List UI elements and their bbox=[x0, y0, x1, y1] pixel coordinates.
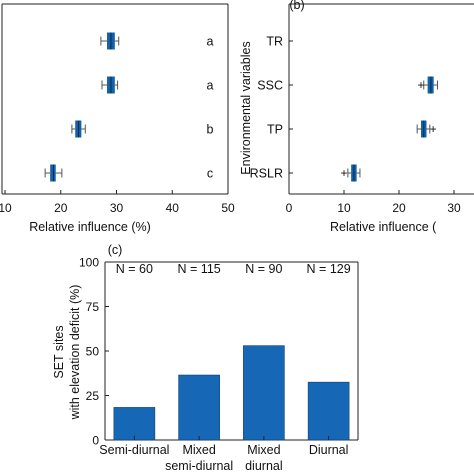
panel-b-x-tick-label-10: 10 bbox=[337, 201, 351, 215]
panel-c: (c) 0 25 50 75 100 N = 60 Semi-diurnal N = 115 Mi… bbox=[52, 243, 359, 473]
panel-c-y-tick-label-75: 75 bbox=[86, 300, 100, 314]
panel-b-label: (b) bbox=[289, 0, 304, 12]
panel-a-x-tick-label-20: 20 bbox=[54, 201, 68, 215]
panel-a-group-letter-4: c bbox=[207, 167, 213, 181]
panel-b-x-tick-label-30: 30 bbox=[447, 201, 461, 215]
panel-b-y-tick-label-2: SSC bbox=[257, 79, 283, 93]
panel-b-x-tick-label-20: 20 bbox=[392, 201, 406, 215]
panel-b-x-tick-label-0: 0 bbox=[286, 201, 293, 215]
panel-b-y-tick-label-1: TR bbox=[266, 35, 283, 49]
panel-c-y-axis-label-line1: SET sites bbox=[52, 325, 66, 378]
panel-c-count-label-2: N = 115 bbox=[178, 262, 221, 276]
panel-c-count-label-3: N = 90 bbox=[245, 262, 282, 276]
panel-a: a a b c 10 20 30 40 50 Relative influence (%) bbox=[0, 3, 235, 234]
panel-a-x-tick-label-50: 50 bbox=[221, 201, 235, 215]
panel-c-bar-4 bbox=[307, 381, 350, 441]
panel-c-y-axis-label-line2: with elevation deficit (%) bbox=[68, 285, 82, 421]
panel-c-count-label-1: N = 60 bbox=[116, 262, 153, 276]
panel-b-x-axis-label: Relative influence ( bbox=[330, 220, 437, 234]
panel-a-x-tick-label-40: 40 bbox=[166, 201, 180, 215]
panel-b-y-tick-label-4: RSLR bbox=[250, 167, 283, 181]
panel-a-group-letter-2: a bbox=[207, 79, 214, 93]
panel-c-count-label-4: N = 129 bbox=[307, 262, 351, 276]
panel-c-y-tick-label-50: 50 bbox=[86, 345, 100, 359]
panel-a-group-letter-1: a bbox=[207, 35, 214, 49]
panel-b-row-3-outlier-0: + bbox=[430, 122, 437, 136]
panel-c-x-tick-label-2-line1: Mixed bbox=[182, 443, 215, 457]
panel-c-bar-2 bbox=[178, 374, 220, 441]
panel-c-x-tick-label-1-line1: Semi-diurnal bbox=[99, 443, 169, 457]
panel-c-bar-3 bbox=[243, 345, 285, 441]
panel-a-x-tick-label-10: 10 bbox=[0, 201, 12, 215]
panel-c-y-tick-label-25: 25 bbox=[86, 389, 100, 403]
panel-b-y-tick-label-3: TP bbox=[267, 123, 283, 137]
panel-a-x-axis-label: Relative influence (%) bbox=[29, 220, 151, 234]
panel-a-row-4-box bbox=[50, 164, 56, 182]
panel-a-group-letter-3: b bbox=[207, 123, 214, 137]
panel-c-label: (c) bbox=[108, 243, 123, 257]
panel-b: (b) TR SSC + TP + RSLR +0 10 20 30 Relative influen… bbox=[239, 0, 474, 234]
panel-b-row-4-outlier-0: + bbox=[340, 166, 347, 180]
panel-a-x-tick-label-30: 30 bbox=[110, 201, 124, 215]
panel-c-x-tick-label-4-line1: Diurnal bbox=[309, 443, 349, 457]
panel-c-x-tick-label-3-line1: Mixed bbox=[247, 443, 280, 457]
panel-c-y-tick-label-0: 0 bbox=[92, 434, 99, 448]
panel-c-y-tick-label-100: 100 bbox=[79, 256, 99, 270]
panel-c-bar-1 bbox=[113, 407, 156, 441]
panel-c-x-tick-label-2-line2: semi-diurnal bbox=[165, 459, 233, 473]
panel-c-x-tick-label-3-line2: diurnal bbox=[245, 459, 283, 473]
panel-b-row-2-outlier-0: + bbox=[417, 78, 424, 92]
panel-b-y-axis-label: Environmental variables bbox=[239, 41, 253, 174]
